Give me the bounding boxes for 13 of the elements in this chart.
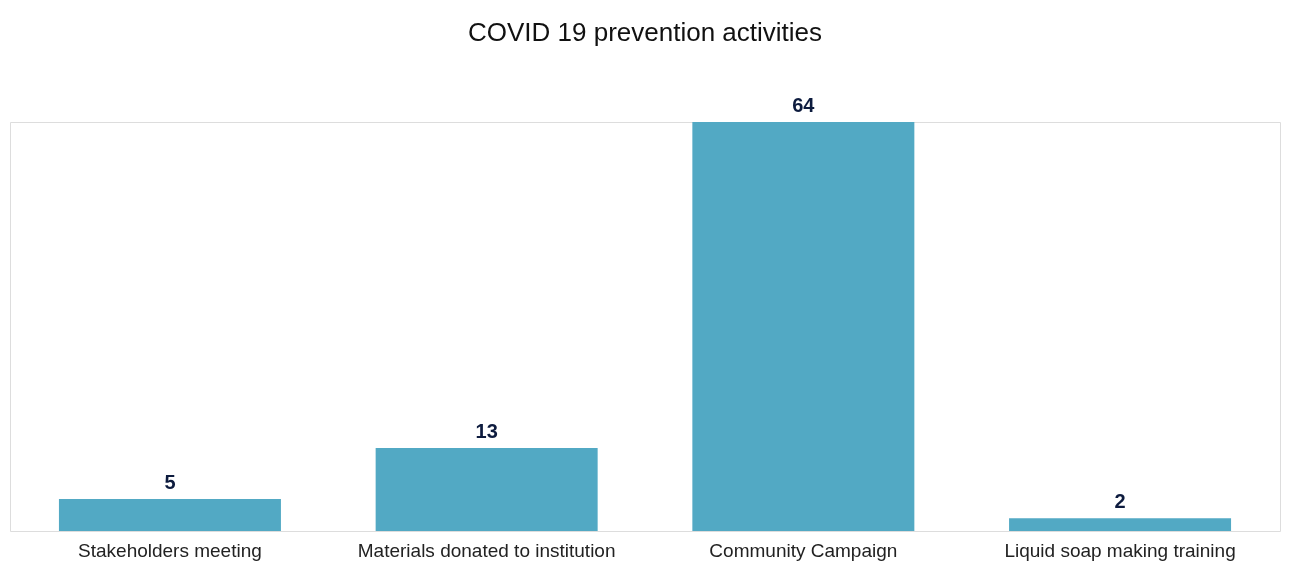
- x-tick-label: Liquid soap making training: [1004, 539, 1236, 561]
- bar: [692, 122, 915, 531]
- x-tick-label: Materials donated to institution: [357, 539, 616, 561]
- chart-title: COVID 19 prevention activities: [467, 17, 823, 47]
- data-label: 2: [1114, 490, 1126, 513]
- bar: [1009, 518, 1232, 531]
- x-tick-label: Stakeholders meeting: [78, 539, 262, 561]
- data-label: 13: [475, 419, 498, 442]
- data-label: 64: [792, 94, 816, 116]
- bar: [58, 499, 281, 531]
- bar: [375, 447, 598, 531]
- data-label: 5: [164, 471, 176, 494]
- x-tick-label: Community Campaign: [709, 539, 898, 561]
